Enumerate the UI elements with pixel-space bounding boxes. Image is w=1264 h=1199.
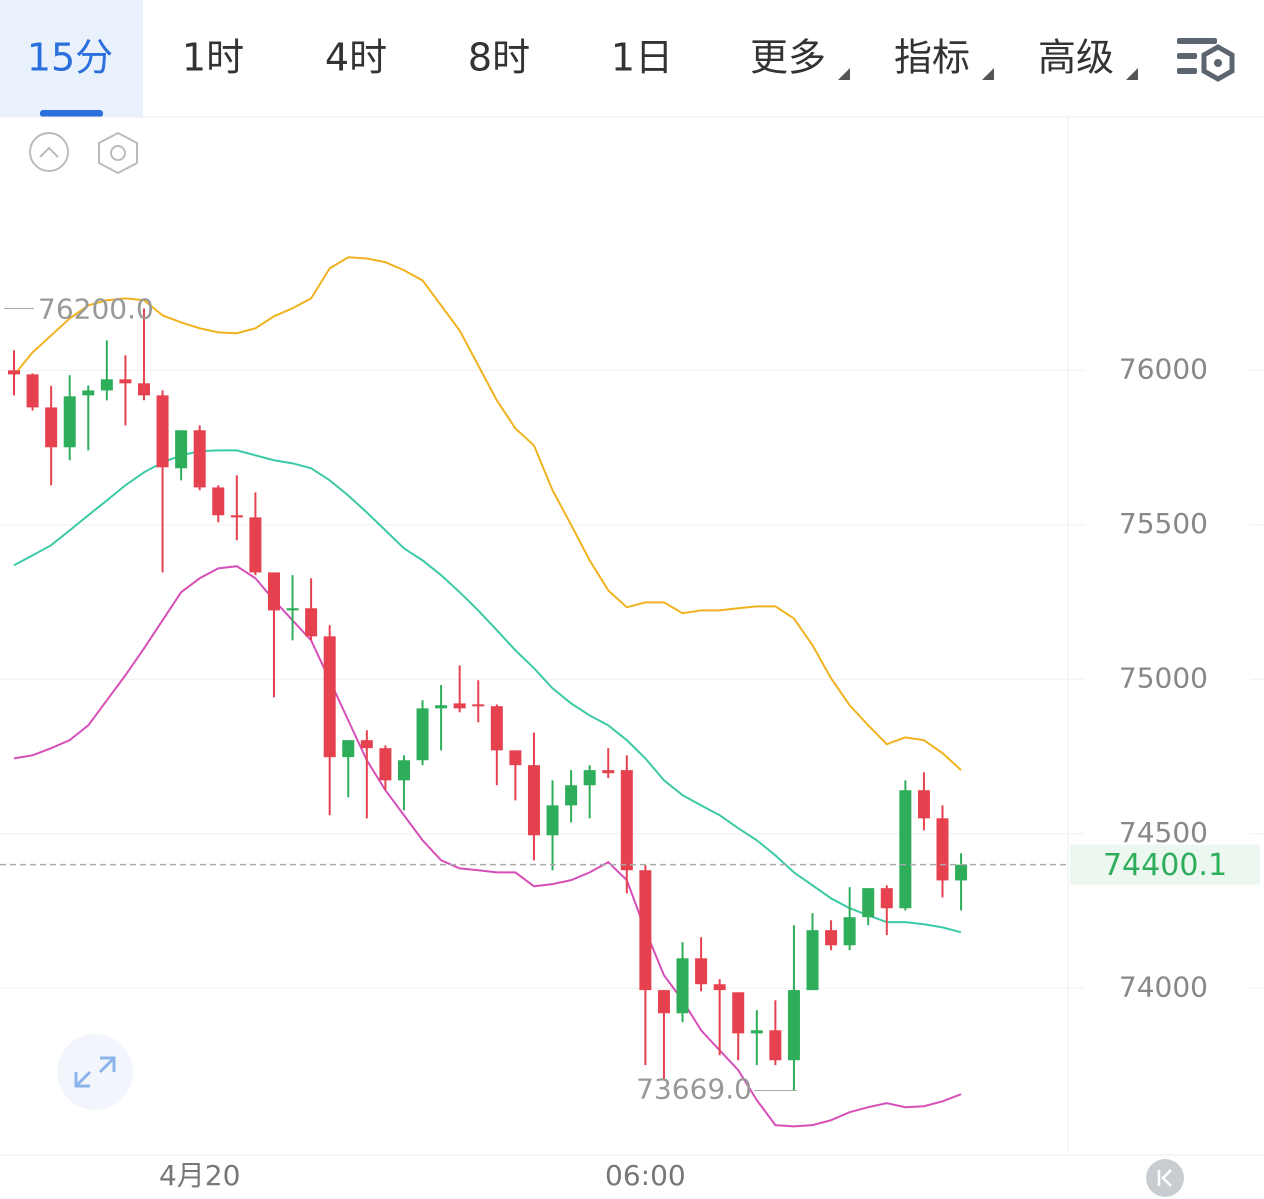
max-label: 76200.0 <box>38 293 154 326</box>
candle-body <box>825 930 838 946</box>
timeframe-tab[interactable]: 8时 <box>468 36 530 80</box>
active-tab-bg <box>0 0 143 117</box>
candle-body <box>137 383 150 396</box>
candle-body <box>175 430 188 469</box>
y-tick-label: 76000 <box>1119 352 1208 385</box>
candle-body <box>323 636 336 758</box>
candle-body <box>416 708 429 761</box>
candle-body <box>602 770 615 774</box>
candle-body <box>917 790 930 819</box>
candle-body <box>509 750 522 766</box>
candle-body <box>82 390 95 396</box>
candle-body <box>267 572 280 611</box>
candle-body <box>620 770 633 871</box>
candle-body <box>360 740 373 749</box>
candle-body <box>26 374 39 408</box>
candle-body <box>565 785 578 806</box>
dropdown-caret <box>1126 68 1138 80</box>
active-tab-indicator <box>40 110 103 117</box>
x-tick-label: 4月20 <box>159 1159 240 1192</box>
candle-body <box>527 765 540 836</box>
candle-body <box>955 864 968 881</box>
dropdown-caret <box>838 68 850 80</box>
candle-body <box>8 370 20 375</box>
candle-body <box>899 790 912 909</box>
x-tick-label: 06:00 <box>605 1159 686 1192</box>
candle-body <box>862 888 875 918</box>
candle-body <box>657 990 670 1014</box>
candle-body <box>769 1030 782 1061</box>
candle-body <box>63 396 76 448</box>
y-tick-label: 75500 <box>1119 507 1208 540</box>
band-line <box>13 449 962 934</box>
candle-body <box>676 958 689 1014</box>
candle-body <box>435 705 448 709</box>
last-price-box <box>1070 844 1260 885</box>
candle-body <box>45 407 58 448</box>
candle-body <box>750 1030 763 1034</box>
candle-body <box>379 748 392 781</box>
candle-body <box>472 704 485 707</box>
candle-body <box>342 740 355 758</box>
timeframe-tab[interactable]: 高级 <box>1038 36 1114 80</box>
candle-body <box>806 930 819 991</box>
candle-body <box>286 608 299 611</box>
settings-icon[interactable] <box>1177 38 1235 82</box>
candle-body <box>119 379 132 384</box>
min-label: 73669.0 <box>636 1073 752 1106</box>
candle-body <box>880 888 893 909</box>
candle-body <box>732 992 745 1034</box>
candle-body <box>583 770 596 786</box>
timeframe-tab[interactable]: 1日 <box>611 36 673 80</box>
y-tick-label: 74000 <box>1119 970 1208 1003</box>
candle-body <box>305 608 318 637</box>
y-tick-label: 74500 <box>1119 816 1208 849</box>
band-line <box>13 256 962 771</box>
candle-body <box>230 515 243 518</box>
candle-body <box>156 395 169 468</box>
timeframe-tab[interactable]: 更多 <box>750 36 826 80</box>
candle-body <box>787 990 800 1061</box>
candle-body <box>546 805 559 836</box>
candle-body <box>490 706 503 751</box>
candle-body <box>936 818 949 881</box>
candle-body <box>100 379 113 391</box>
last-price-label: 74400.1 <box>1103 848 1227 883</box>
candle-body <box>695 958 708 985</box>
candle-body <box>212 487 225 516</box>
candle-body <box>713 984 726 991</box>
candle-body <box>843 917 856 946</box>
candle-body <box>397 760 410 781</box>
candle-body <box>249 517 262 573</box>
y-tick-label: 75000 <box>1119 661 1208 694</box>
band-line <box>13 565 962 1128</box>
candle-body <box>453 703 466 709</box>
fullscreen-button[interactable] <box>57 1034 133 1110</box>
timeframe-tab[interactable]: 4时 <box>325 36 387 80</box>
candle-body <box>193 430 206 488</box>
collapse-button[interactable] <box>29 132 69 172</box>
timeframe-tab[interactable]: 15分 <box>27 36 113 80</box>
dropdown-caret <box>982 68 994 80</box>
indicator-settings[interactable] <box>98 131 138 175</box>
timeframe-tab[interactable]: 1时 <box>182 36 244 80</box>
candle-body <box>639 870 652 991</box>
scroll-latest-button[interactable] <box>1146 1159 1184 1197</box>
timeframe-tab[interactable]: 指标 <box>894 36 970 80</box>
